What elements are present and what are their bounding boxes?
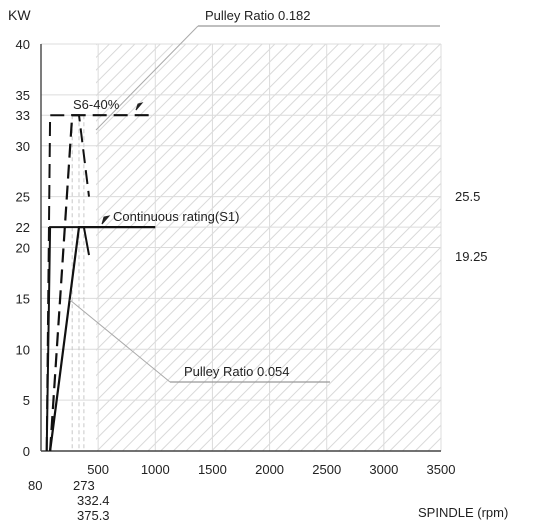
right-label-19-25: 19.25 [455, 249, 488, 264]
y-tick-label: 22 [16, 220, 30, 235]
x-tick-label: 500 [87, 462, 109, 477]
x-tick-label: 1000 [141, 462, 170, 477]
y-tick-label: 40 [16, 37, 30, 52]
x-tick-label: 2500 [312, 462, 341, 477]
x-tick-label: 3500 [427, 462, 456, 477]
pulley-ratio-0182-leader-diag [95, 25, 199, 131]
y-tick-label: 33 [16, 108, 30, 123]
x-extra-tick-label: 80 [28, 478, 42, 493]
x-tick-label: 3000 [369, 462, 398, 477]
y-tick-label: 35 [16, 88, 30, 103]
s1-label-arrow [101, 215, 111, 225]
x-extra-tick-label: 332.4 [77, 493, 110, 508]
s6-label-arrow [135, 102, 144, 111]
series-lines [45, 114, 156, 452]
y-tick-label: 25 [16, 190, 30, 205]
pulley-ratio-0054-label: Pulley Ratio 0.054 [184, 364, 290, 379]
s6-series-label: S6-40% [73, 97, 120, 112]
y-tick-label: 0 [23, 444, 30, 459]
y-tick-label: 20 [16, 241, 30, 256]
y-tick-label: 15 [16, 291, 30, 306]
x-tick-label: 1500 [198, 462, 227, 477]
series-line-s1-low-range [45, 226, 90, 452]
x-extra-tick-label: 375.3 [77, 508, 110, 523]
s1-series-label: Continuous rating(S1) [113, 209, 239, 224]
axes [40, 44, 441, 452]
y-axis-label: KW [8, 7, 31, 23]
x-extra-tick-label: 273 [73, 478, 95, 493]
x-tick-label: 2000 [255, 462, 284, 477]
tick-labels: 0 5 10 15 20 22 25 30 33 35 40 500 1000 1500 2000 2500 3… [16, 37, 456, 523]
y-tick-label: 10 [16, 342, 30, 357]
x-axis-label: SPINDLE (rpm) [418, 505, 508, 520]
series-line-s6-low-range [45, 114, 90, 452]
right-label-25-5: 25.5 [455, 189, 480, 204]
y-tick-label: 5 [23, 393, 30, 408]
y-tick-label: 30 [16, 139, 30, 154]
pulley-ratio-0182-label: Pulley Ratio 0.182 [205, 8, 311, 23]
grid [41, 43, 442, 451]
pulley-ratio-0054-leader-diag [69, 299, 171, 383]
